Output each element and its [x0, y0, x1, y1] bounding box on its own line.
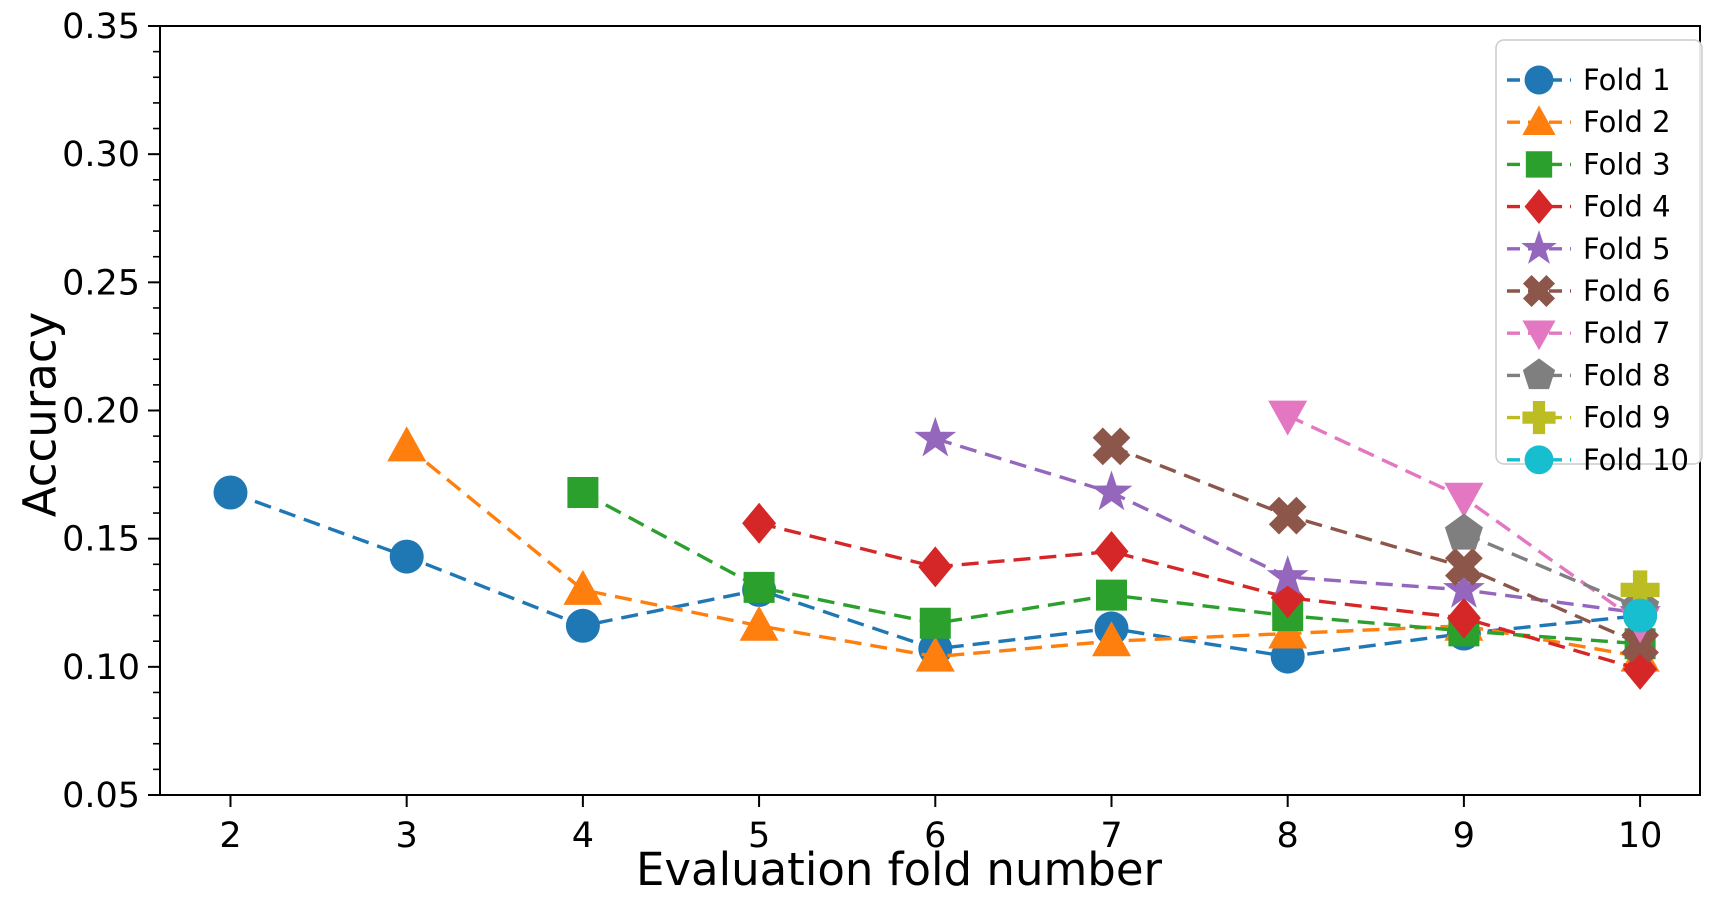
marker-circle	[389, 539, 424, 574]
marker-diamond	[918, 546, 953, 588]
legend-item-fold-3: Fold 3	[1507, 147, 1671, 181]
marker-star	[1442, 567, 1485, 608]
marker-x_filled	[1621, 624, 1659, 663]
marker-pentagon	[1444, 513, 1483, 550]
series-line	[1110, 444, 1641, 646]
series-line	[1463, 531, 1641, 610]
legend: Fold 1 Fold 2 Fold 3 Fold 4 Fold 5 Fold 6 Fold…	[1495, 39, 1703, 477]
marker-x_filled	[1092, 427, 1131, 466]
x-tick-label: 8	[1277, 816, 1299, 856]
x-tick-label: 5	[748, 816, 770, 856]
legend-marker-x_filled	[1522, 274, 1556, 308]
plot-border	[159, 25, 1701, 796]
marker-triangle_down	[1268, 400, 1308, 436]
y-tick-label: 0.15	[62, 520, 140, 560]
marker-star	[1266, 555, 1309, 595]
legend-label: Fold 9	[1583, 401, 1671, 435]
legend-item-fold-7: Fold 7	[1507, 316, 1671, 351]
x-tick-label: 10	[1618, 816, 1663, 856]
legend-marker-circle	[1524, 65, 1554, 95]
legend-label: Fold 7	[1583, 316, 1671, 350]
x-tick-label: 3	[396, 816, 418, 856]
legend-label: Fold 10	[1583, 443, 1689, 477]
marker-circle	[1623, 598, 1658, 633]
legend-item-fold-6: Fold 6	[1507, 274, 1671, 308]
marker-square	[743, 571, 775, 603]
marker-plus_filled	[1620, 570, 1660, 610]
x-tick-label: 9	[1453, 816, 1475, 856]
marker-triangle_up	[387, 426, 427, 462]
legend-label: Fold 6	[1583, 274, 1671, 308]
legend-label: Fold 8	[1583, 358, 1671, 392]
marker-triangle_down	[1444, 482, 1484, 518]
marker-diamond	[742, 502, 777, 544]
y-tick-label: 0.35	[62, 7, 140, 47]
legend-item-fold-2: Fold 2	[1507, 105, 1671, 139]
marker-square	[567, 477, 599, 508]
marker-triangle_up	[915, 636, 955, 672]
series-line	[758, 521, 1641, 672]
legend-marker-circle	[1524, 445, 1554, 475]
legend-label: Fold 2	[1583, 105, 1671, 139]
legend-box	[1495, 39, 1703, 465]
legend-marker-diamond	[1524, 189, 1554, 225]
marker-circle	[565, 608, 600, 643]
legend-label: Fold 3	[1583, 147, 1671, 181]
x-tick-label: 2	[219, 816, 241, 856]
legend-item-fold-1: Fold 1	[1507, 63, 1671, 97]
x-axis-label: Evaluation fold number	[635, 843, 1163, 896]
series-group	[213, 400, 1662, 690]
x-tick-label: 4	[572, 816, 594, 856]
legend-item-fold-10: Fold 10	[1507, 443, 1689, 477]
marker-star	[914, 416, 957, 457]
y-tick-label: 0.10	[62, 648, 140, 688]
legend-label: Fold 1	[1583, 63, 1671, 97]
axes: 0.05 0.10 0.15 0.20 0.25 0.30 0.35 2 3 4 5 6 7 8 9 10	[62, 7, 1701, 856]
legend-marker-plus_filled	[1522, 401, 1556, 435]
x-tick-label: 6	[924, 816, 946, 856]
legend-marker-square	[1525, 151, 1553, 178]
legend-marker-triangle_down	[1522, 320, 1556, 351]
y-tick-label: 0.05	[62, 776, 140, 816]
series-fold-6	[1092, 427, 1659, 663]
series-fold-9	[1620, 570, 1660, 610]
x-tick-label: 7	[1100, 816, 1122, 856]
marker-triangle_up	[563, 569, 603, 605]
marker-diamond	[1446, 597, 1481, 639]
legend-label: Fold 5	[1583, 232, 1671, 266]
y-axis-label: Accuracy	[13, 311, 67, 518]
y-tick-label: 0.25	[62, 263, 140, 303]
marker-circle	[213, 475, 248, 510]
marker-star	[1090, 470, 1133, 511]
marker-triangle_up	[739, 605, 779, 641]
marker-diamond	[1094, 531, 1129, 572]
legend-label: Fold 4	[1583, 190, 1671, 224]
legend-marker-pentagon	[1522, 358, 1556, 390]
legend-item-fold-5: Fold 5	[1507, 230, 1671, 266]
y-tick-label: 0.30	[62, 135, 140, 175]
legend-item-fold-8: Fold 8	[1507, 358, 1671, 392]
marker-square	[1096, 579, 1127, 611]
legend-item-fold-4: Fold 4	[1507, 189, 1671, 225]
marker-triangle_up	[1092, 621, 1131, 657]
y-tick-label: 0.20	[62, 392, 140, 432]
marker-x_filled	[1268, 496, 1307, 535]
marker-square	[919, 607, 951, 639]
legend-marker-star	[1521, 230, 1557, 264]
legend-marker-triangle_up	[1522, 105, 1556, 135]
marker-x_filled	[1445, 548, 1483, 586]
legend-item-fold-9: Fold 9	[1507, 401, 1671, 435]
series-fold-10	[1623, 598, 1658, 633]
